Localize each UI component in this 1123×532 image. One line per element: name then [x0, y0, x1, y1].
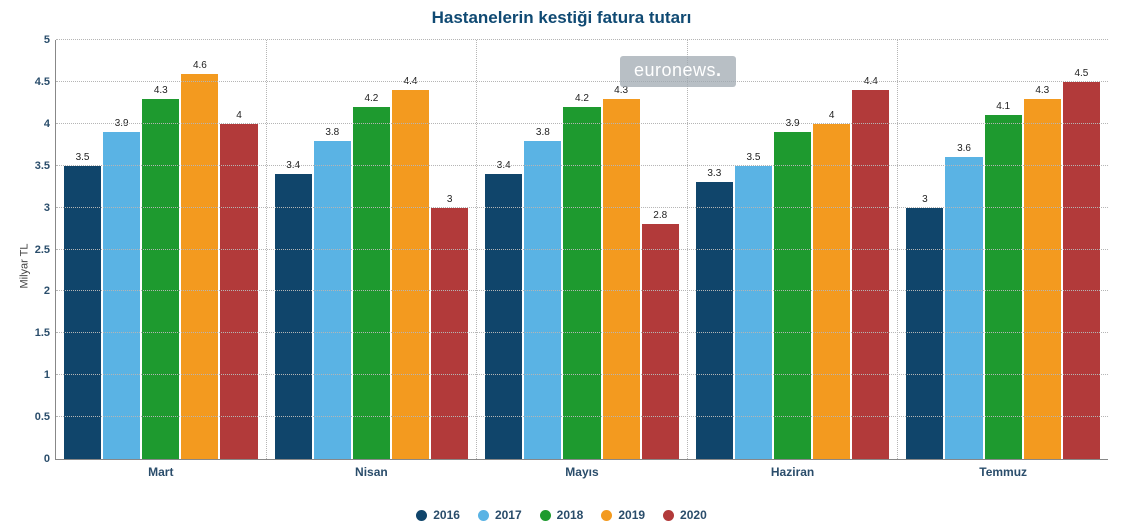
bar-value-label: 2.8 [653, 210, 667, 221]
legend-label: 2016 [433, 508, 460, 522]
watermark-dot: . [716, 60, 722, 80]
bar-value-label: 3.3 [707, 168, 721, 179]
y-tick-label: 2 [44, 285, 56, 297]
bar: 3.8 [524, 141, 561, 459]
legend-swatch [416, 510, 427, 521]
y-tick-label: 0.5 [35, 411, 56, 423]
gridline [56, 81, 1108, 82]
bar: 3.3 [696, 182, 733, 459]
bars-row: 3.33.53.944.4 [688, 40, 898, 459]
x-tick-label: Mayıs [477, 459, 687, 479]
y-tick-label: 3 [44, 202, 56, 214]
watermark-text: euronews [634, 60, 716, 80]
gridline [56, 249, 1108, 250]
x-tick-label: Mart [56, 459, 266, 479]
gridline [56, 207, 1108, 208]
gridline [56, 374, 1108, 375]
bar-group: 3.43.84.24.43Nisan [267, 40, 478, 459]
gridline [56, 332, 1108, 333]
bar: 3.9 [103, 132, 140, 459]
y-tick-label: 0 [44, 453, 56, 465]
bar-value-label: 3 [922, 194, 928, 205]
bar-group: 3.33.53.944.4Haziran [688, 40, 899, 459]
gridline [56, 290, 1108, 291]
bar-value-label: 3.8 [536, 127, 550, 138]
bar: 3.8 [314, 141, 351, 459]
legend-label: 2019 [618, 508, 645, 522]
legend-item: 2019 [601, 508, 645, 522]
legend-label: 2020 [680, 508, 707, 522]
bars-row: 3.53.94.34.64 [56, 40, 266, 459]
y-tick-label: 4.5 [35, 76, 56, 88]
bar-value-label: 3.5 [747, 152, 761, 163]
gridline [56, 416, 1108, 417]
bar-value-label: 3.8 [325, 127, 339, 138]
bar: 4.3 [142, 99, 179, 459]
y-tick-label: 5 [44, 34, 56, 46]
x-tick-label: Temmuz [898, 459, 1108, 479]
bar-value-label: 4.6 [193, 60, 207, 71]
bar-value-label: 4.5 [1074, 68, 1088, 79]
x-tick-label: Nisan [267, 459, 477, 479]
bar-group: 33.64.14.34.5Temmuz [898, 40, 1108, 459]
y-axis-label: Milyar TL [19, 243, 31, 288]
gridline [56, 123, 1108, 124]
bar-group: 3.53.94.34.64Mart [56, 40, 267, 459]
y-tick-label: 1.5 [35, 327, 56, 339]
bar-groups: 3.53.94.34.64Mart3.43.84.24.43Nisan3.43.… [56, 40, 1108, 459]
bar: 4.3 [603, 99, 640, 459]
bar-value-label: 3 [447, 194, 453, 205]
legend: 2016 2017 2018 2019 2020 [0, 508, 1123, 522]
legend-swatch [540, 510, 551, 521]
legend-item: 2018 [540, 508, 584, 522]
bar-value-label: 4 [236, 110, 242, 121]
bar: 4.4 [852, 90, 889, 459]
bar: 4 [813, 124, 850, 459]
y-tick-label: 4 [44, 118, 56, 130]
bar-value-label: 4.2 [364, 93, 378, 104]
bar-value-label: 4.1 [996, 101, 1010, 112]
bar: 4.3 [1024, 99, 1061, 459]
chart-container: Hastanelerin kestiği fatura tutarı Milya… [0, 0, 1123, 532]
y-tick-label: 1 [44, 369, 56, 381]
bars-row: 3.43.84.24.43 [267, 40, 477, 459]
bar: 4.1 [985, 115, 1022, 459]
gridline [56, 39, 1108, 40]
bar: 3.5 [735, 166, 772, 459]
legend-swatch [601, 510, 612, 521]
legend-item: 2020 [663, 508, 707, 522]
bar-value-label: 3.6 [957, 143, 971, 154]
bar-value-label: 4.2 [575, 93, 589, 104]
bar: 4.5 [1063, 82, 1100, 459]
bar-group: 3.43.84.24.32.8Mayıs [477, 40, 688, 459]
gridline [56, 165, 1108, 166]
legend-item: 2016 [416, 508, 460, 522]
bar: 4 [220, 124, 257, 459]
euronews-watermark: euronews. [620, 56, 736, 87]
bar: 3.6 [945, 157, 982, 459]
plot-area: 3.53.94.34.64Mart3.43.84.24.43Nisan3.43.… [55, 40, 1108, 460]
bars-row: 3.43.84.24.32.8 [477, 40, 687, 459]
chart-title: Hastanelerin kestiği fatura tutarı [0, 8, 1123, 28]
bars-row: 33.64.14.34.5 [898, 40, 1108, 459]
bar: 2.8 [642, 224, 679, 459]
bar: 3.5 [64, 166, 101, 459]
y-tick-label: 3.5 [35, 160, 56, 172]
bar-value-label: 4 [829, 110, 835, 121]
bar: 4.2 [563, 107, 600, 459]
bar-value-label: 4.3 [154, 85, 168, 96]
bar-value-label: 4.3 [1035, 85, 1049, 96]
bar: 3.9 [774, 132, 811, 459]
legend-label: 2017 [495, 508, 522, 522]
y-tick-label: 2.5 [35, 244, 56, 256]
legend-label: 2018 [557, 508, 584, 522]
x-tick-label: Haziran [688, 459, 898, 479]
legend-item: 2017 [478, 508, 522, 522]
bar-value-label: 3.5 [76, 152, 90, 163]
bar: 4.6 [181, 74, 218, 459]
bar: 4.2 [353, 107, 390, 459]
legend-swatch [663, 510, 674, 521]
bar: 4.4 [392, 90, 429, 459]
legend-swatch [478, 510, 489, 521]
